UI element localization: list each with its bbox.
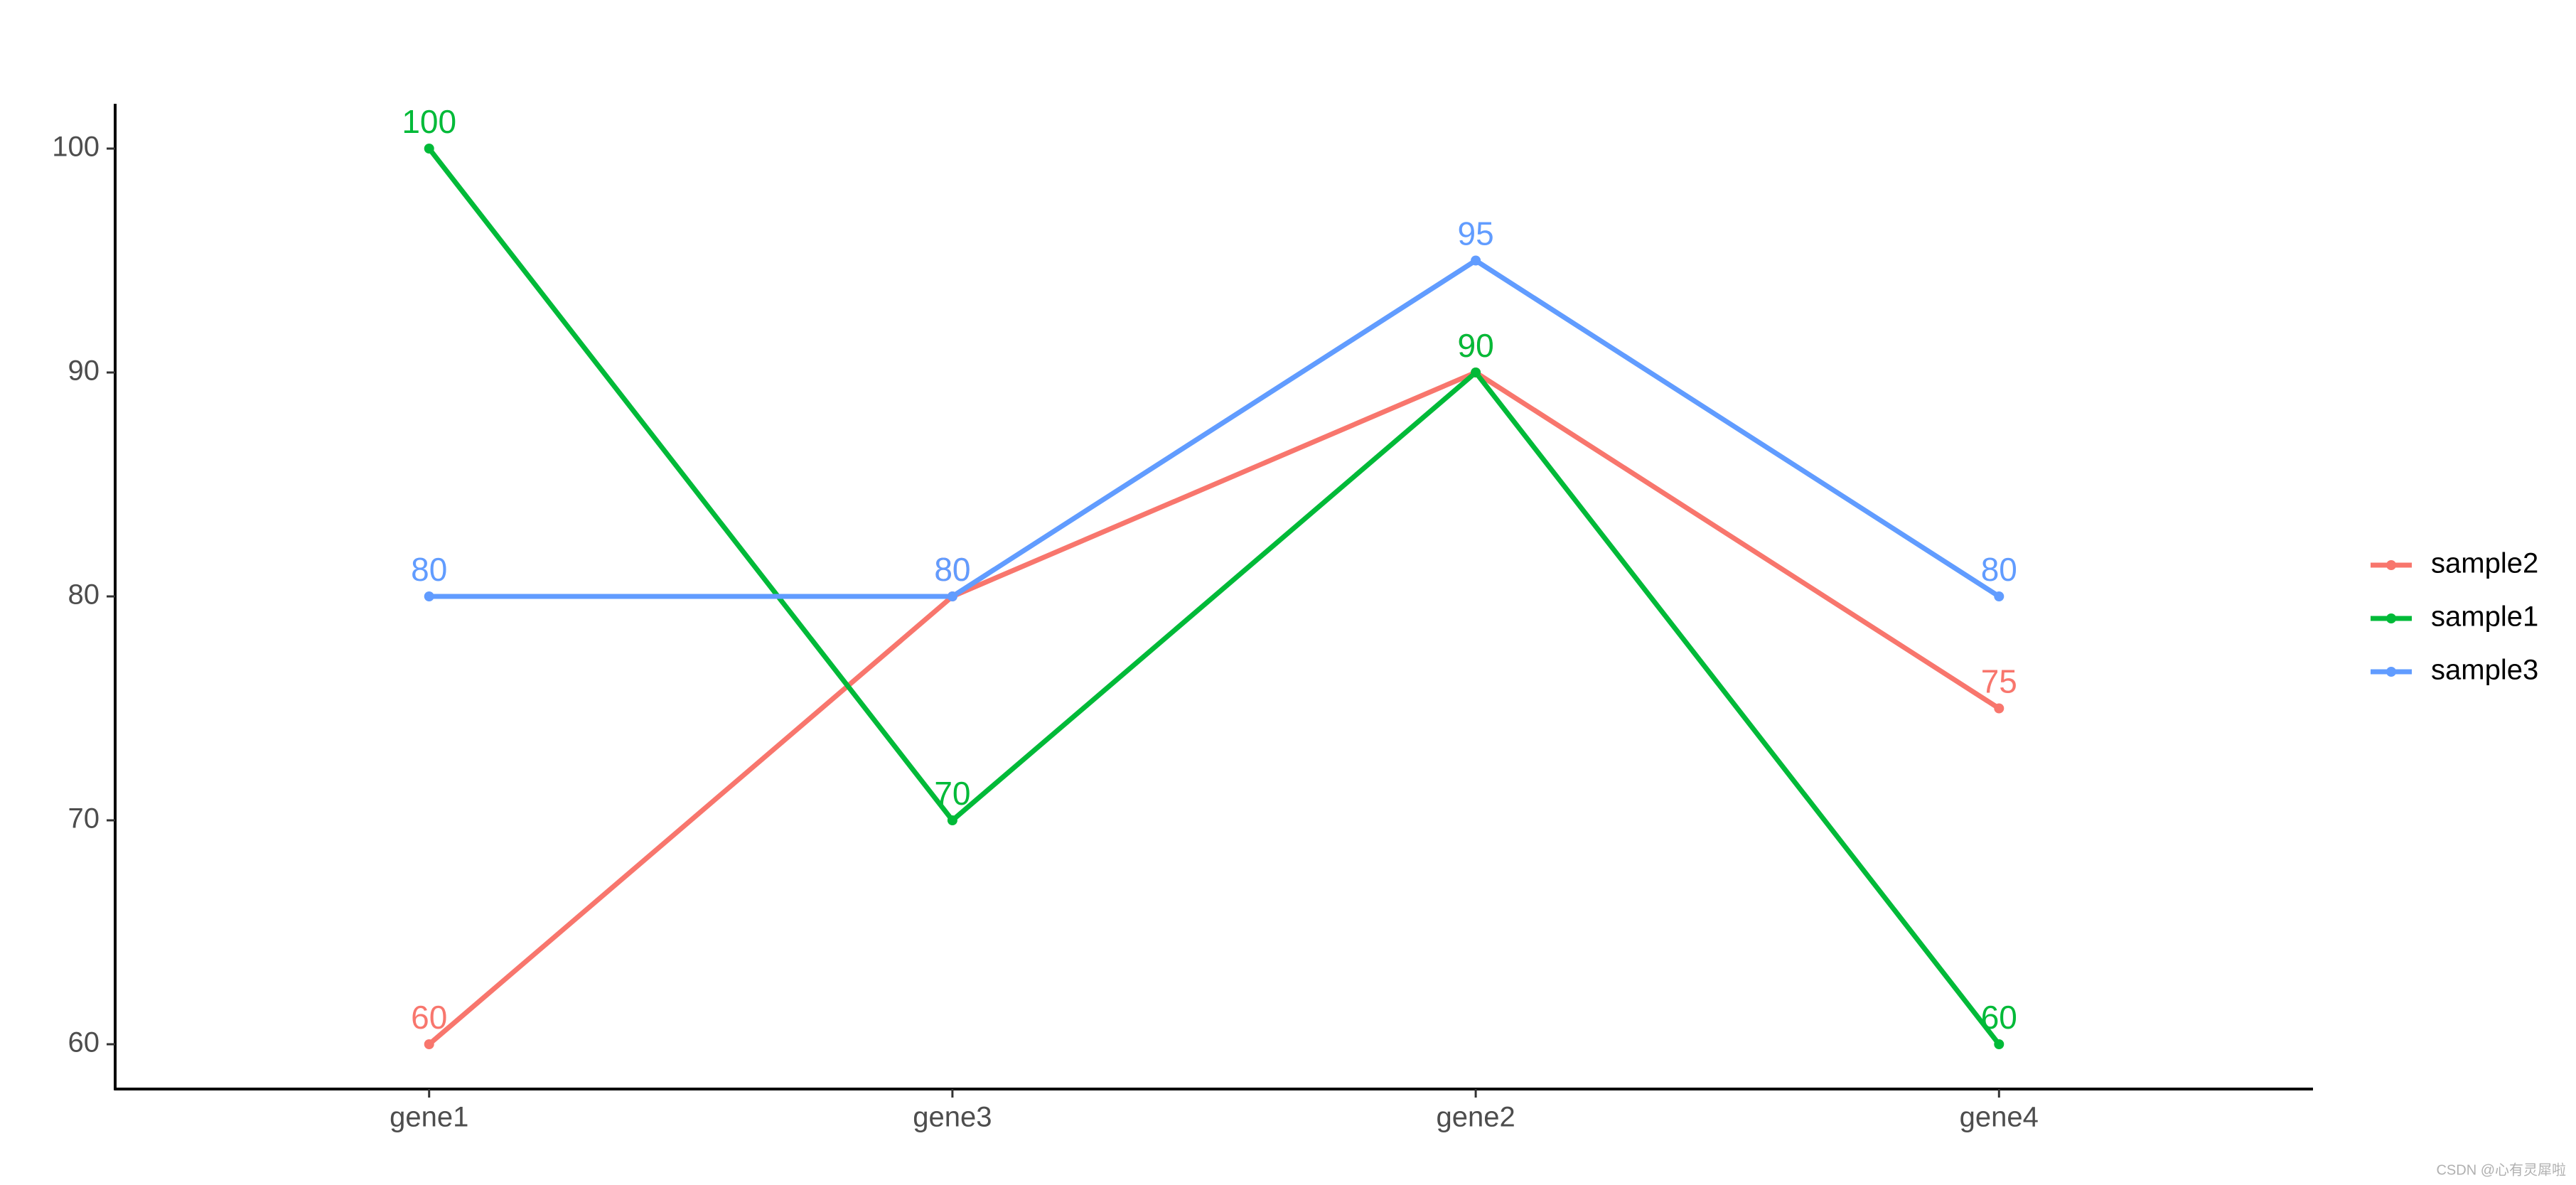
- point: [947, 591, 957, 601]
- x-tick-label: gene2: [1436, 1102, 1515, 1133]
- value-label: 90: [1458, 327, 1494, 364]
- y-tick-label: 100: [52, 132, 100, 163]
- legend-label: sample1: [2431, 601, 2538, 633]
- x-tick-label: gene3: [913, 1102, 992, 1133]
- legend-label: sample3: [2431, 655, 2538, 686]
- value-label: 80: [411, 551, 447, 588]
- point: [424, 591, 434, 601]
- y-tick-label: 70: [68, 803, 100, 835]
- value-label: 100: [402, 103, 456, 140]
- point: [1994, 1039, 2005, 1049]
- value-label: 60: [411, 999, 447, 1036]
- point: [1471, 368, 1481, 377]
- series-line: [429, 258, 2001, 599]
- legend-key-point: [2386, 667, 2396, 677]
- y-tick-label: 80: [68, 579, 100, 611]
- point: [1994, 591, 2005, 601]
- point: [424, 1039, 434, 1049]
- series-line: [427, 370, 2001, 1046]
- legend-key-point: [2386, 560, 2396, 570]
- point: [1994, 703, 2005, 714]
- y-tick-label: 60: [68, 1027, 100, 1058]
- value-label: 80: [934, 551, 970, 588]
- legend-key-point: [2386, 613, 2396, 623]
- legend-label: sample2: [2431, 548, 2538, 579]
- value-label: 95: [1458, 215, 1494, 252]
- series-line: [426, 146, 2002, 1046]
- x-tick-label: gene4: [1960, 1102, 2039, 1133]
- value-label: 75: [1981, 663, 2017, 700]
- value-label: 80: [934, 551, 970, 588]
- point: [424, 144, 434, 154]
- x-tick-label: gene1: [390, 1102, 468, 1133]
- value-label: 80: [1981, 551, 2017, 588]
- watermark: CSDN @心有灵犀啦: [2436, 1162, 2566, 1178]
- value-label: 60: [1981, 999, 2017, 1036]
- value-label: 70: [934, 775, 970, 812]
- value-label: 90: [1458, 327, 1494, 364]
- point: [947, 815, 957, 825]
- point: [1471, 255, 1481, 266]
- y-tick-label: 90: [68, 355, 100, 387]
- legend: sample2 sample1 sample3: [2371, 548, 2538, 686]
